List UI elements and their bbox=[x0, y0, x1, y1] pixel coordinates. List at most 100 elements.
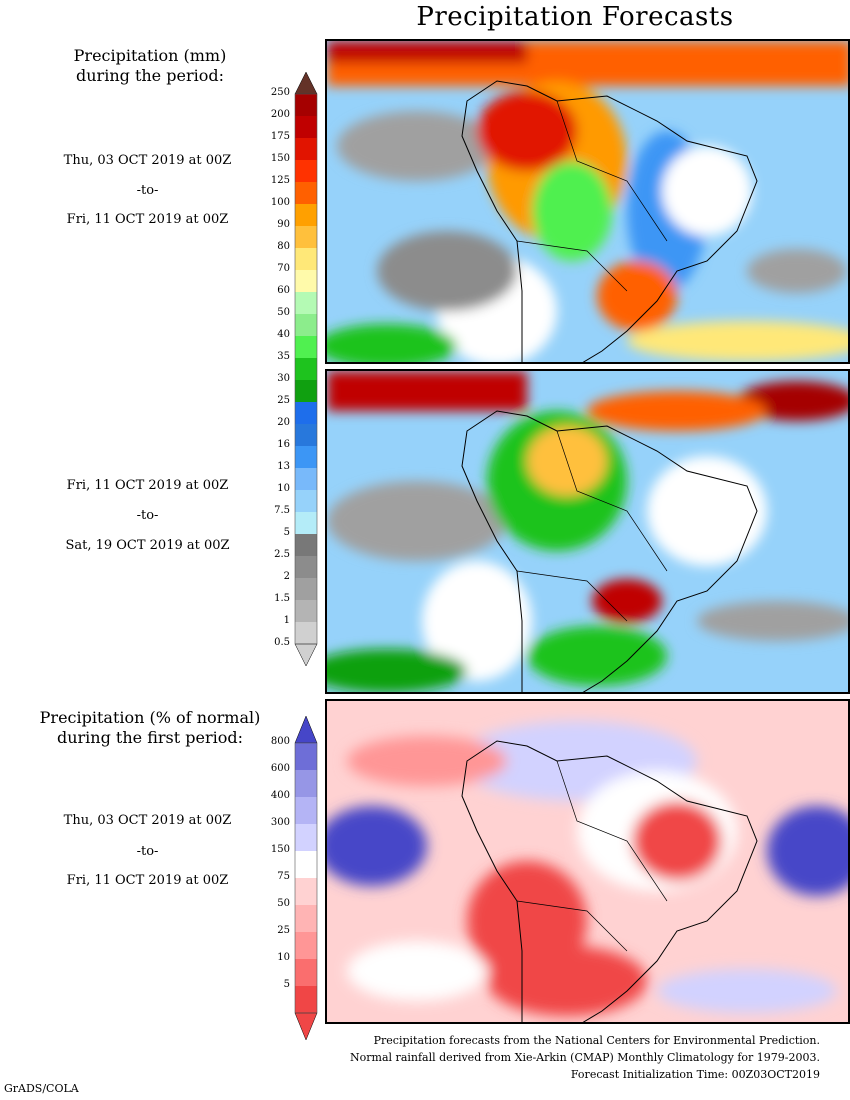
colorbar-swatch bbox=[295, 160, 317, 182]
period2-sep: -to- bbox=[136, 508, 159, 523]
period1-start: Thu, 03 OCT 2019 at 00Z bbox=[63, 153, 232, 168]
colorbar-swatch bbox=[295, 446, 317, 468]
colorbar-tick-label: 50 bbox=[277, 307, 290, 318]
colorbar-tick-label: 70 bbox=[277, 263, 290, 274]
colorbar-swatch bbox=[295, 743, 317, 770]
colorbar-tick-label: 150 bbox=[270, 153, 290, 164]
forecast-map-period1 bbox=[325, 39, 850, 364]
amount-heading-line2: during the period: bbox=[76, 66, 224, 85]
colorbar-tick-label: 25 bbox=[277, 925, 290, 936]
amount-heading-line1: Precipitation (mm) bbox=[73, 46, 227, 65]
colorbar-swatch bbox=[295, 578, 317, 600]
colorbar-swatch bbox=[295, 138, 317, 160]
colorbar-swatch bbox=[295, 600, 317, 622]
colorbar-swatch bbox=[295, 851, 317, 878]
colorbar-swatch bbox=[295, 116, 317, 138]
colorbar-tick-label: 60 bbox=[277, 285, 290, 296]
precip-colorbar bbox=[294, 72, 318, 666]
colorbar-tick-label: 300 bbox=[270, 817, 290, 828]
colorbar-tick-label: 7.5 bbox=[274, 505, 290, 516]
colorbar-bottom-arrow bbox=[294, 643, 318, 666]
colorbar-tick-label: 5 bbox=[283, 979, 290, 990]
period1-end: Fri, 11 OCT 2019 at 00Z bbox=[66, 212, 229, 227]
colorbar-swatch bbox=[295, 878, 317, 905]
colorbar-tick-label: 1 bbox=[283, 615, 290, 626]
colorbar-swatch bbox=[295, 336, 317, 358]
colorbar-tick-label: 13 bbox=[277, 461, 290, 472]
colorbar-swatch bbox=[295, 94, 317, 116]
percent-normal-colorbar bbox=[294, 716, 318, 1040]
period2-start: Fri, 11 OCT 2019 at 00Z bbox=[66, 478, 229, 493]
anomaly-heading-line2: during the first period: bbox=[56, 728, 244, 747]
colorbar-tick-label: 10 bbox=[277, 483, 290, 494]
colorbar-tick-label: 1.5 bbox=[274, 593, 290, 604]
colorbar-tick-label: 80 bbox=[277, 241, 290, 252]
period1-sep: -to- bbox=[136, 183, 159, 198]
colorbar-tick-label: 2 bbox=[283, 571, 290, 582]
colorbar-swatch bbox=[295, 292, 317, 314]
grads-credit: GrADS/COLA bbox=[4, 1082, 79, 1095]
colorbar-swatch bbox=[295, 797, 317, 824]
colorbar-swatch bbox=[295, 932, 317, 959]
colorbar-swatch bbox=[295, 204, 317, 226]
colorbar-tick-label: 5 bbox=[283, 527, 290, 538]
colorbar-tick-label: 50 bbox=[277, 898, 290, 909]
footer-source-line: Precipitation forecasts from the Nationa… bbox=[373, 1034, 820, 1047]
colorbar-tick-label: 100 bbox=[270, 197, 290, 208]
colorbar-top-arrow bbox=[294, 72, 318, 95]
colorbar-tick-label: 600 bbox=[270, 763, 290, 774]
colorbar-swatch bbox=[295, 959, 317, 986]
colorbar-tick-label: 30 bbox=[277, 373, 290, 384]
colorbar-bottom-arrow bbox=[294, 1012, 318, 1040]
forecast-map-period2 bbox=[325, 369, 850, 694]
colorbar-tick-label: 400 bbox=[270, 790, 290, 801]
anomaly-heading: Precipitation (% of normal) during the f… bbox=[25, 708, 275, 748]
colorbar-swatch bbox=[295, 490, 317, 512]
page-title: Precipitation Forecasts bbox=[416, 2, 734, 32]
footer-climatology-line: Normal rainfall derived from Xie-Arkin (… bbox=[350, 1051, 820, 1064]
colorbar-tick-label: 150 bbox=[270, 844, 290, 855]
colorbar-tick-label: 125 bbox=[270, 175, 290, 186]
colorbar-swatch bbox=[295, 905, 317, 932]
colorbar-swatch bbox=[295, 314, 317, 336]
footer-init-time: Forecast Initialization Time: 00Z03OCT20… bbox=[570, 1068, 820, 1081]
colorbar-swatch bbox=[295, 380, 317, 402]
colorbar-tick-label: 10 bbox=[277, 952, 290, 963]
colorbar-tick-label: 90 bbox=[277, 219, 290, 230]
colorbar-tick-label: 0.5 bbox=[274, 637, 290, 648]
colorbar-swatch bbox=[295, 182, 317, 204]
amount-heading: Precipitation (mm) during the period: bbox=[40, 46, 260, 86]
colorbar-swatch bbox=[295, 534, 317, 556]
colorbar-tick-label: 16 bbox=[277, 439, 290, 450]
percent-of-normal-map bbox=[325, 699, 850, 1024]
colorbar-tick-label: 800 bbox=[270, 736, 290, 747]
colorbar-swatch bbox=[295, 248, 317, 270]
colorbar-swatch bbox=[295, 556, 317, 578]
colorbar-swatch bbox=[295, 468, 317, 490]
colorbar-tick-label: 75 bbox=[277, 871, 290, 882]
colorbar-swatch bbox=[295, 824, 317, 851]
colorbar-tick-label: 25 bbox=[277, 395, 290, 406]
colorbar-swatch bbox=[295, 270, 317, 292]
colorbar-top-arrow bbox=[294, 716, 318, 744]
anomaly-heading-line1: Precipitation (% of normal) bbox=[39, 708, 261, 727]
colorbar-tick-label: 40 bbox=[277, 329, 290, 340]
period2-end: Sat, 19 OCT 2019 at 00Z bbox=[65, 538, 230, 553]
colorbar-swatch bbox=[295, 622, 317, 644]
colorbar-swatch bbox=[295, 986, 317, 1013]
colorbar-swatch bbox=[295, 226, 317, 248]
colorbar-tick-label: 2.5 bbox=[274, 549, 290, 560]
colorbar-tick-label: 200 bbox=[270, 109, 290, 120]
colorbar-swatch bbox=[295, 358, 317, 380]
colorbar-swatch bbox=[295, 402, 317, 424]
colorbar-tick-label: 20 bbox=[277, 417, 290, 428]
colorbar-swatch bbox=[295, 512, 317, 534]
anomaly-period-start: Thu, 03 OCT 2019 at 00Z bbox=[63, 813, 232, 828]
colorbar-tick-label: 35 bbox=[277, 351, 290, 362]
colorbar-tick-label: 175 bbox=[270, 131, 290, 142]
colorbar-swatch bbox=[295, 770, 317, 797]
colorbar-tick-label: 250 bbox=[270, 87, 290, 98]
anomaly-period-end: Fri, 11 OCT 2019 at 00Z bbox=[66, 873, 229, 888]
colorbar-swatch bbox=[295, 424, 317, 446]
anomaly-period-sep: -to- bbox=[136, 844, 159, 859]
